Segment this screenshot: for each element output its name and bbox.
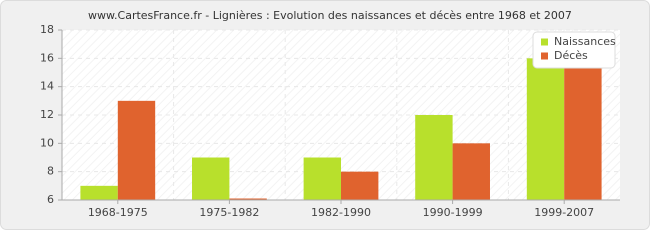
y-tick-label: 12 bbox=[40, 108, 54, 121]
bar bbox=[303, 157, 341, 200]
bar bbox=[229, 198, 267, 200]
legend-swatch bbox=[541, 38, 548, 46]
chart: www.CartesFrance.fr - Lignières : Evolut… bbox=[0, 0, 650, 230]
x-tick-label: 1999-2007 bbox=[534, 206, 594, 219]
y-tick-label: 18 bbox=[40, 23, 54, 36]
legend-label: Décès bbox=[554, 49, 588, 62]
legend-label: Naissances bbox=[554, 35, 616, 48]
x-tick-label: 1990-1999 bbox=[423, 206, 483, 219]
y-tick-label: 10 bbox=[40, 136, 54, 149]
bar bbox=[564, 58, 602, 201]
x-tick-label: 1968-1975 bbox=[88, 206, 148, 219]
bar bbox=[192, 157, 230, 200]
x-tick-label: 1982-1990 bbox=[311, 206, 371, 219]
bar bbox=[341, 171, 379, 200]
y-tick-label: 16 bbox=[40, 51, 54, 64]
y-tick-label: 8 bbox=[47, 165, 54, 178]
chart-title: www.CartesFrance.fr - Lignières : Evolut… bbox=[88, 9, 572, 22]
bar bbox=[526, 58, 565, 201]
legend-swatch bbox=[541, 52, 548, 60]
x-tick-label: 1975-1982 bbox=[199, 206, 259, 219]
y-tick-label: 14 bbox=[40, 80, 54, 93]
bar bbox=[117, 100, 156, 200]
y-tick-label: 6 bbox=[47, 193, 54, 206]
bar bbox=[415, 115, 453, 200]
bar bbox=[452, 143, 490, 200]
legend-box bbox=[532, 31, 616, 69]
bar bbox=[80, 185, 118, 200]
